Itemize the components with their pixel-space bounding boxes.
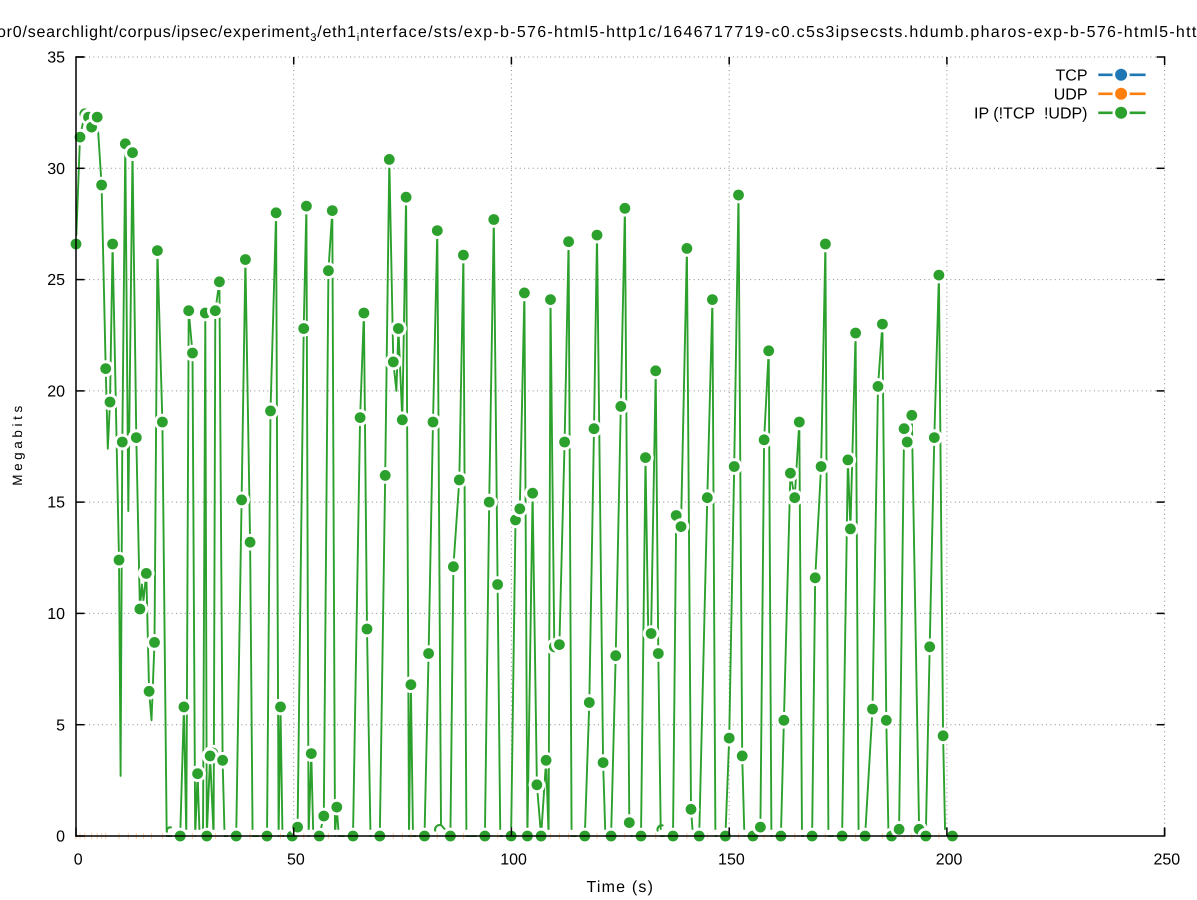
svg-text:or0/searchlight/corpus/ipsec/e: or0/searchlight/corpus/ipsec/experiment3… (0, 24, 1197, 44)
svg-text:150: 150 (718, 852, 745, 869)
svg-text:15: 15 (47, 495, 65, 512)
svg-text:30: 30 (47, 161, 65, 178)
svg-text:20: 20 (47, 384, 65, 401)
svg-text:5: 5 (56, 717, 65, 734)
svg-text:0: 0 (56, 829, 65, 846)
svg-text:25: 25 (47, 272, 65, 289)
svg-text:250: 250 (1153, 852, 1180, 869)
svg-text:10: 10 (47, 606, 65, 623)
svg-text:35: 35 (47, 50, 65, 67)
svg-text:200: 200 (936, 852, 963, 869)
svg-text:UDP: UDP (1054, 86, 1088, 103)
svg-text:50: 50 (287, 852, 305, 869)
svg-text:Megabits: Megabits (10, 402, 25, 486)
svg-text:Time (s): Time (s) (586, 879, 654, 896)
svg-text:TCP: TCP (1056, 67, 1088, 84)
svg-text:IP (!TCP !UDP): IP (!TCP !UDP) (974, 105, 1088, 122)
svg-text:0: 0 (74, 852, 83, 869)
svg-text:100: 100 (500, 852, 527, 869)
